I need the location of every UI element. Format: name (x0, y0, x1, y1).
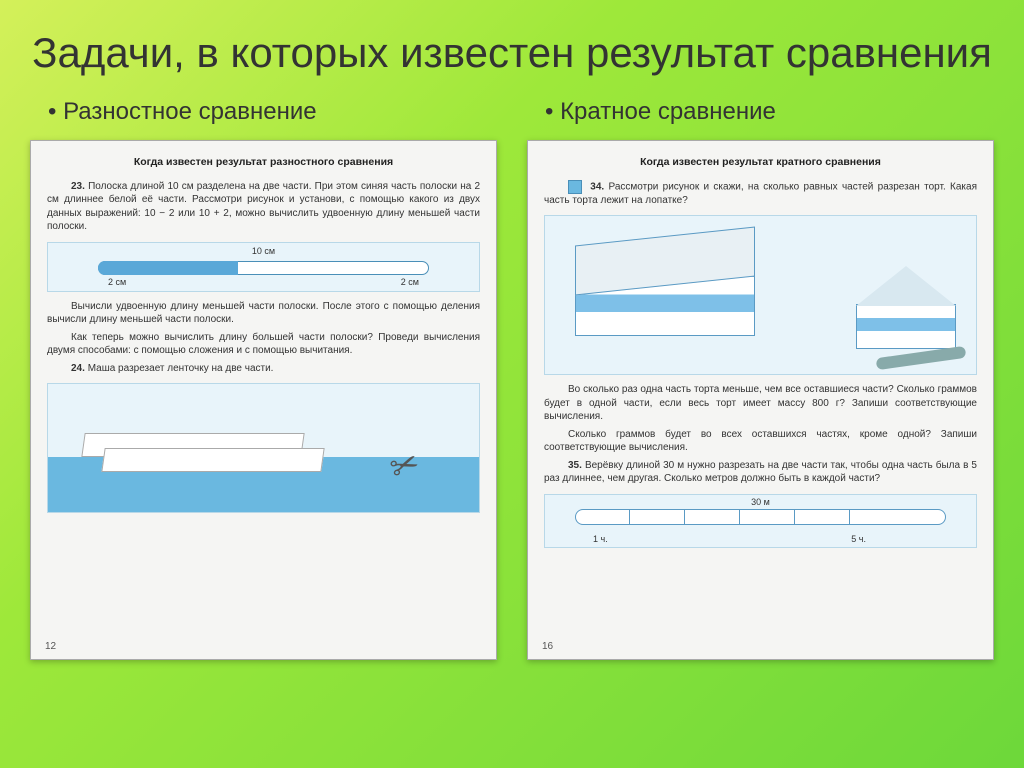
problem-24-text: Маша разрезает ленточку на две части. (88, 363, 274, 374)
strip-diagram: 10 см 2 см 2 см (47, 242, 480, 292)
rope-seg-2 (630, 509, 685, 525)
left-column: Разностное сравнение Когда известен резу… (30, 88, 497, 660)
rope-seg-1 (575, 509, 630, 525)
right-page-heading: Когда известен результат кратного сравне… (544, 155, 977, 169)
rope-part1-label: 1 ч. (593, 533, 608, 545)
problem-23-num: 23. (71, 181, 85, 192)
spatula-icon (876, 346, 967, 370)
problem-34-num: 34. (590, 181, 604, 192)
rope-diagram: 30 м 1 ч. 5 ч. (544, 494, 977, 548)
right-para-2: Во сколько раз одна часть торта меньше, … (544, 383, 977, 424)
left-para-2: Вычисли удвоенную длину меньшей части по… (47, 300, 480, 327)
problem-35-text: Верёвку длиной 30 м нужно разрезать на д… (544, 460, 977, 485)
problem-35-num: 35. (568, 460, 582, 471)
textbook-page-left: Когда известен результат разностного сра… (30, 140, 497, 660)
right-column: Кратное сравнение Когда известен результ… (527, 88, 994, 660)
left-page-number: 12 (45, 640, 56, 654)
cake-body (575, 236, 755, 346)
strip-total-label: 10 см (48, 245, 479, 257)
problem-23-text: Полоска длиной 10 см разделена на две ча… (47, 181, 480, 233)
strip-blue-part (98, 261, 238, 275)
rope-seg-3 (685, 509, 740, 525)
problem-35: 35. Верёвку длиной 30 м нужно разрезать … (544, 459, 977, 486)
cake-slice (856, 266, 956, 356)
left-para-3: Как теперь можно вычислить длину большей… (47, 331, 480, 358)
cake-diagram (544, 215, 977, 375)
left-page-heading: Когда известен результат разностного сра… (47, 155, 480, 169)
problem-24-num: 24. (71, 363, 85, 374)
strip-left-label: 2 см (108, 276, 126, 288)
rope-seg-4 (740, 509, 795, 525)
slice-top (856, 266, 956, 306)
problem-34: 34. Рассмотри рисунок и скажи, на скольк… (544, 180, 977, 208)
right-subheading: Кратное сравнение (545, 98, 994, 126)
slide-title: Задачи, в которых известен результат сра… (0, 0, 1024, 88)
scissors-diagram: ✂ (47, 383, 480, 513)
task-icon (568, 180, 582, 194)
rope-seg-5 (795, 509, 850, 525)
columns: Разностное сравнение Когда известен резу… (0, 88, 1024, 660)
textbook-page-right: Когда известен результат кратного сравне… (527, 140, 994, 660)
problem-24: 24. Маша разрезает ленточку на две части… (47, 362, 480, 376)
rope-total-label: 30 м (545, 496, 976, 508)
slice-side (856, 304, 956, 349)
rope-part5-label: 5 ч. (851, 533, 866, 545)
problem-23: 23. Полоска длиной 10 см разделена на дв… (47, 180, 480, 234)
ribbon-2 (101, 448, 324, 472)
right-page-number: 16 (542, 640, 553, 654)
problem-34-text: Рассмотри рисунок и скажи, на сколько ра… (544, 181, 977, 206)
strip-right-label: 2 см (401, 276, 419, 288)
right-para-3: Сколько граммов будет во всех оставшихся… (544, 428, 977, 455)
left-subheading: Разностное сравнение (48, 98, 497, 126)
